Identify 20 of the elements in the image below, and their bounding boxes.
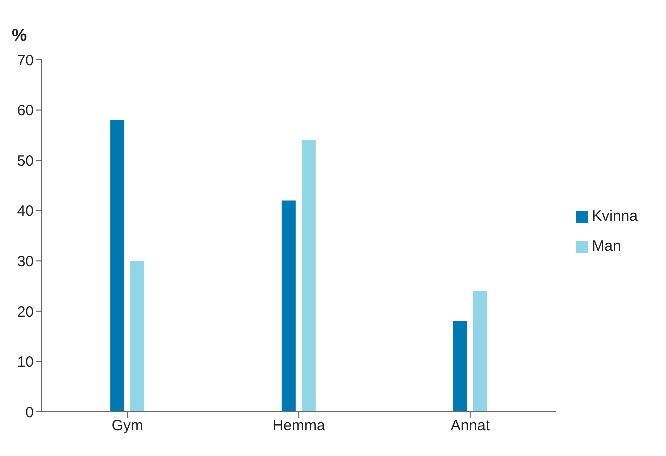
y-tick-label: 30 [17,253,34,270]
bar [453,321,468,412]
y-tick-label: 10 [17,354,34,372]
y-tick-label: 20 [17,304,34,321]
bar [282,200,296,412]
y-tick-label: 50 [17,152,34,170]
x-tick-label: Hemma [272,418,326,435]
y-tick-label: 40 [17,203,34,220]
y-tick-label: 70 [17,52,34,70]
legend-label: Kvinna [592,208,638,225]
bar [110,120,125,412]
bar [302,140,316,412]
y-tick-label: 0 [26,404,34,422]
x-tick-label: Annat [450,418,491,435]
y-axis-title: % [12,26,28,46]
x-tick-label: Gym [112,418,144,435]
bar [473,291,488,412]
bar [130,261,145,412]
legend-label: Man [592,238,622,255]
y-tick-label: 60 [17,102,34,120]
